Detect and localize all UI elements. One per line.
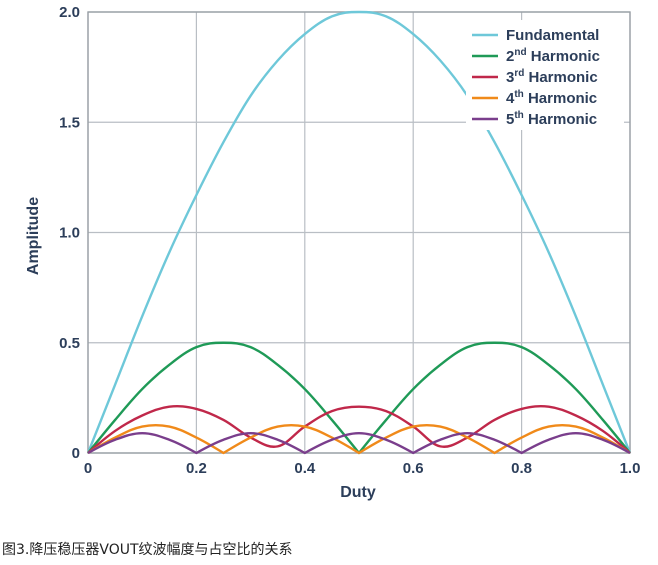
y-tick-label: 0.5 — [59, 335, 80, 352]
x-tick-label: 0 — [84, 460, 92, 477]
series-line-1 — [86, 10, 632, 454]
series-line-2 — [87, 341, 631, 455]
figure-caption: 图3.降压稳压器VOUT纹波幅度与占空比的关系 — [2, 542, 293, 558]
x-tick-label: 0.2 — [186, 460, 207, 477]
x-axis-title: Duty — [340, 484, 376, 501]
x-tick-label: 1.0 — [620, 460, 641, 477]
y-tick-label: 1.5 — [59, 114, 80, 131]
x-tick-label: 0.4 — [294, 460, 316, 477]
series-line-5 — [87, 431, 631, 455]
y-tick-label: 0 — [72, 445, 80, 462]
x-tick-label: 0.8 — [511, 460, 532, 477]
legend-entry-label: 2nd Harmonic — [506, 47, 600, 65]
y-tick-label: 1.0 — [59, 225, 80, 242]
y-tick-label: 2.0 — [59, 4, 80, 21]
series-line-4 — [87, 423, 631, 455]
y-axis-title: Amplitude — [25, 197, 42, 275]
x-axis-ticks: 0 0.2 0.4 0.6 0.8 1.0 — [84, 460, 641, 477]
harmonics-chart: 0 0.2 0.4 0.6 0.8 1.0 0 0.5 1.0 1.5 2.0 Duty Ampl… — [25, 4, 641, 501]
plot-area — [86, 10, 632, 455]
legend-entry-label: Fundamental — [506, 27, 599, 44]
legend-entry-label: 4th Harmonic — [506, 89, 597, 107]
x-tick-label: 0.6 — [403, 460, 424, 477]
series-line-3 — [87, 404, 631, 454]
legend-entry-label: 3rd Harmonic — [506, 68, 598, 86]
legend-background — [466, 20, 624, 130]
legend-entry-label: 5th Harmonic — [506, 110, 597, 128]
legend: Fundamental 2nd Harmonic 3rd Harmonic 4th H… — [466, 20, 624, 130]
y-axis-ticks: 0 0.5 1.0 1.5 2.0 — [59, 4, 80, 462]
